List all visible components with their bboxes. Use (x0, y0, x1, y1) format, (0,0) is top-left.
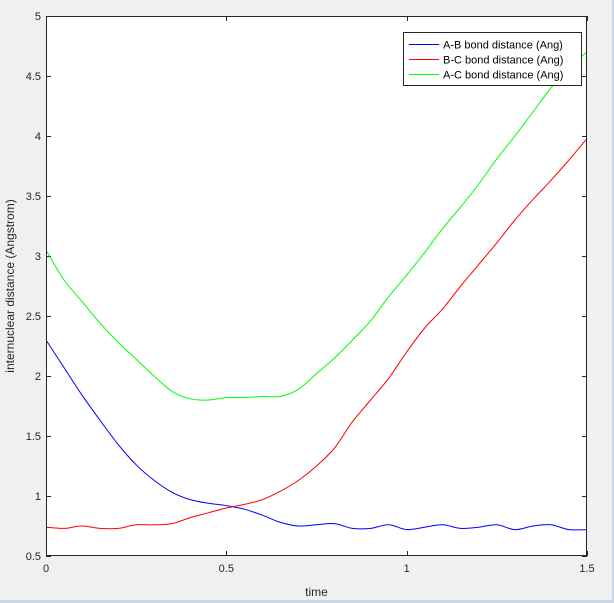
legend-item-a-b[interactable]: A-B bond distance (Ang) (409, 40, 563, 52)
y-tick-label: 3.5 (26, 191, 41, 203)
legend-label: B-C bond distance (Ang) (443, 55, 563, 67)
legend-item-b-c[interactable]: B-C bond distance (Ang) (409, 55, 563, 67)
series-line-a-c (46, 51, 587, 401)
y-tick-label: 0.5 (26, 551, 41, 563)
tick-labels-layer: 0 0.5 1 1.50.511.522.533.544.55 (26, 11, 595, 575)
legend-item-a-c[interactable]: A-C bond distance (Ang) (409, 70, 563, 82)
x-tick-label: 0.5 (219, 563, 234, 575)
x-tick-label: 1.5 (579, 563, 594, 575)
legend-label: A-B bond distance (Ang) (443, 40, 563, 52)
plot-area (46, 16, 587, 556)
y-tick-label: 2.5 (26, 311, 41, 323)
series-line-a-b (46, 339, 587, 531)
window-right-edge (612, 0, 614, 603)
y-tick-label: 1 (35, 491, 41, 503)
legend-label: A-C bond distance (Ang) (443, 70, 563, 82)
window-bottom-edge (0, 600, 614, 603)
x-tick-label: 0 (43, 563, 49, 575)
y-tick-label: 1.5 (26, 431, 41, 443)
y-tick-label: 3 (35, 251, 41, 263)
axes-box (46, 16, 587, 556)
y-axis-label: internuclear distance (Angstrom) (3, 199, 17, 372)
series-layer (46, 51, 587, 531)
x-tick-label: 1 (404, 563, 410, 575)
y-tick-label: 5 (35, 11, 41, 23)
y-tick-label: 2 (35, 371, 41, 383)
series-line-b-c (46, 138, 587, 530)
x-axis-label: time (305, 585, 328, 599)
legend[interactable]: A-B bond distance (Ang) B-C bond distance… (403, 32, 582, 86)
y-tick-label: 4 (35, 131, 41, 143)
y-tick-label: 4.5 (26, 71, 41, 83)
